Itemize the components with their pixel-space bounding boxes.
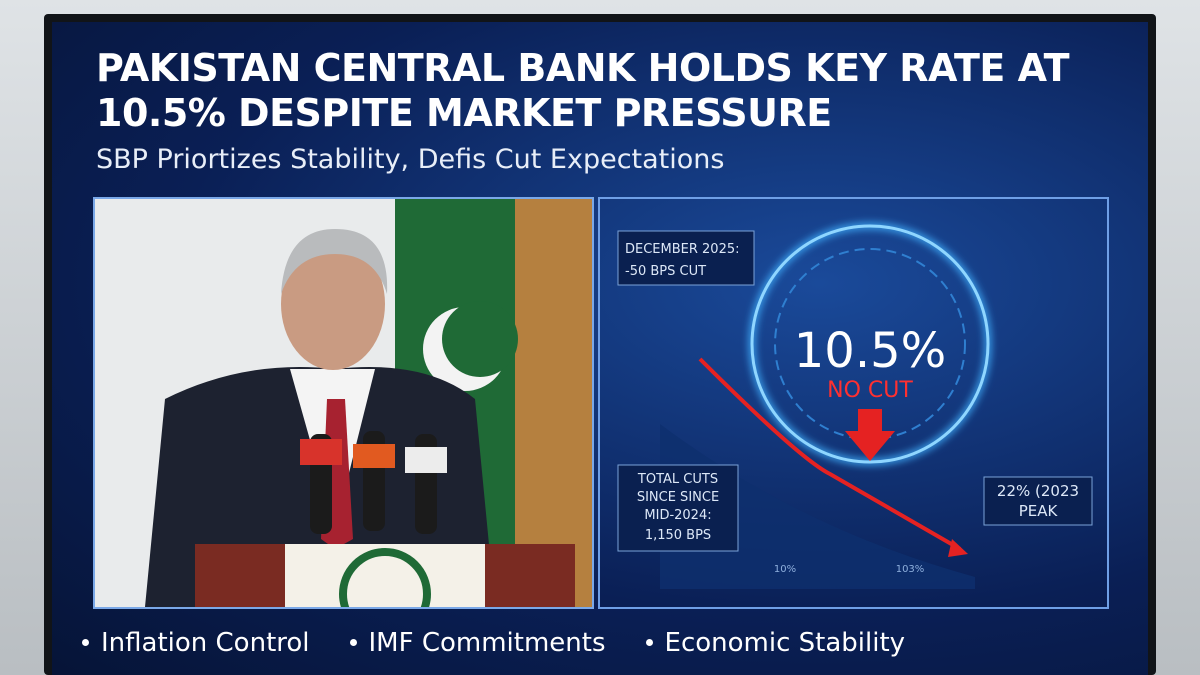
area	[660, 424, 975, 589]
rate: 10.5%	[794, 323, 946, 379]
title-line: 10.5% DESPITE MARKET PRESSURE	[96, 91, 832, 135]
down-arrow	[845, 409, 895, 461]
title: PAKISTAN CENTRAL BANK HOLDS KEY RATE AT …	[96, 46, 1070, 136]
head	[281, 238, 385, 370]
ring	[750, 224, 990, 464]
subtitle: SBP Priortizes Stability, Defis Cut Expe…	[96, 144, 725, 175]
screen: PAKISTAN CENTRAL BANK HOLDS KEY RATE AT …	[52, 22, 1148, 675]
graphic-art: 10.5% NO CUT DECEMBER 2025: -50 BPS CUT …	[617, 223, 1093, 589]
mics	[300, 431, 447, 534]
emblem	[339, 548, 431, 607]
crescent-cut	[442, 301, 518, 377]
callout-box	[983, 476, 1093, 526]
hair	[281, 229, 388, 294]
bullet: Inflation Control	[82, 628, 310, 658]
axis-label: 10%	[774, 564, 796, 575]
callout-text: -50 BPS CUT	[625, 264, 706, 279]
callout-box	[617, 464, 739, 552]
photo	[93, 197, 594, 609]
callout-text: TOTAL CUTS	[637, 472, 718, 487]
rate-graphic: 10.5% NO CUT DECEMBER 2025: -50 BPS CUT …	[598, 197, 1109, 609]
callout-text: SINCE SINCE	[637, 490, 719, 505]
title-line: PAKISTAN CENTRAL BANK HOLDS KEY RATE AT	[96, 46, 1070, 90]
curtain	[500, 199, 592, 607]
status: NO CUT	[827, 378, 913, 403]
bullets: Inflation Control IMF Commitments Econom…	[82, 628, 905, 658]
callout-text: MID-2024:	[644, 508, 711, 523]
axis-label: 103%	[896, 564, 925, 575]
photo-art	[95, 199, 592, 607]
callout-text: DECEMBER 2025:	[625, 242, 740, 257]
callout-text: 1,150 BPS	[645, 528, 711, 543]
callout-text: 22% (2023	[997, 482, 1079, 500]
callout-box	[617, 230, 755, 286]
trend-arrow	[698, 357, 961, 551]
bullet: IMF Commitments	[350, 628, 606, 658]
bullet: Economic Stability	[646, 628, 906, 658]
arrow-head	[948, 539, 968, 557]
callout-text: PEAK	[1019, 502, 1059, 520]
